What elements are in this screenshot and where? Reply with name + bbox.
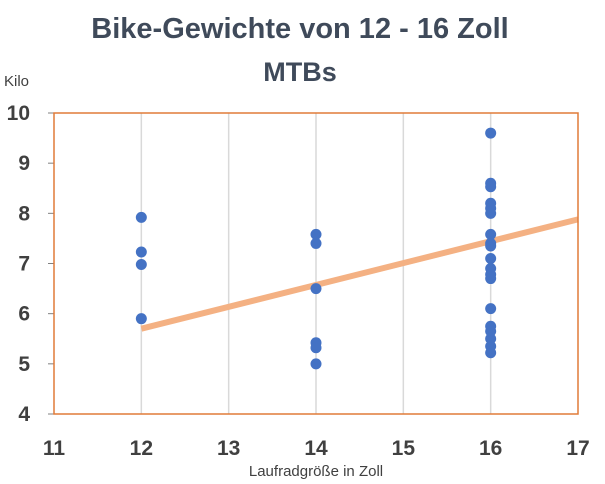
data-point: [135, 259, 147, 271]
y-tick-label: 5: [18, 353, 30, 376]
data-point: [485, 240, 497, 252]
y-axis-label: Kilo: [4, 73, 29, 90]
trendline: [140, 216, 579, 332]
data-point: [135, 246, 147, 258]
data-point: [135, 211, 147, 223]
data-point: [310, 228, 322, 240]
data-point: [485, 207, 497, 219]
data-point: [135, 313, 147, 325]
x-tick-label: 15: [392, 437, 416, 460]
y-tick-label: 4: [18, 403, 30, 426]
x-tick-label: 14: [304, 437, 328, 460]
x-tick-label: 12: [130, 437, 153, 460]
x-tick-label: 11: [43, 437, 66, 460]
data-point: [485, 252, 497, 264]
y-tick-label: 6: [18, 303, 30, 326]
chart-subtitle: MTBs: [263, 57, 337, 87]
plot-area-border: [53, 112, 579, 415]
chart-title: Bike-Gewichte von 12 - 16 Zoll: [91, 13, 508, 45]
y-tick-label: 7: [18, 253, 30, 276]
data-point: [485, 333, 497, 345]
y-tick-label: 9: [18, 152, 30, 175]
data-point: [485, 273, 497, 285]
data-points: [135, 127, 497, 370]
y-tick-label: 10: [7, 102, 30, 125]
x-tick-label: 16: [479, 437, 502, 460]
trendline-layer: [140, 216, 579, 332]
x-tick-label: 17: [566, 437, 589, 460]
gridlines: [48, 112, 492, 415]
tick-labels: 11 12 13 14 15 16 17 4 5 6 7 8 9 10: [7, 102, 590, 460]
data-point: [310, 237, 322, 249]
data-point: [485, 347, 497, 359]
data-point: [310, 342, 322, 354]
data-point: [485, 303, 497, 315]
data-point: [485, 325, 497, 337]
data-point: [485, 228, 497, 240]
y-tick-label: 8: [18, 202, 30, 225]
x-axis-label: Laufradgröße in Zoll: [249, 463, 383, 480]
data-point: [485, 181, 497, 193]
data-point: [310, 283, 322, 295]
data-point: [310, 358, 322, 370]
data-point: [485, 127, 497, 139]
x-tick-label: 13: [217, 437, 240, 460]
